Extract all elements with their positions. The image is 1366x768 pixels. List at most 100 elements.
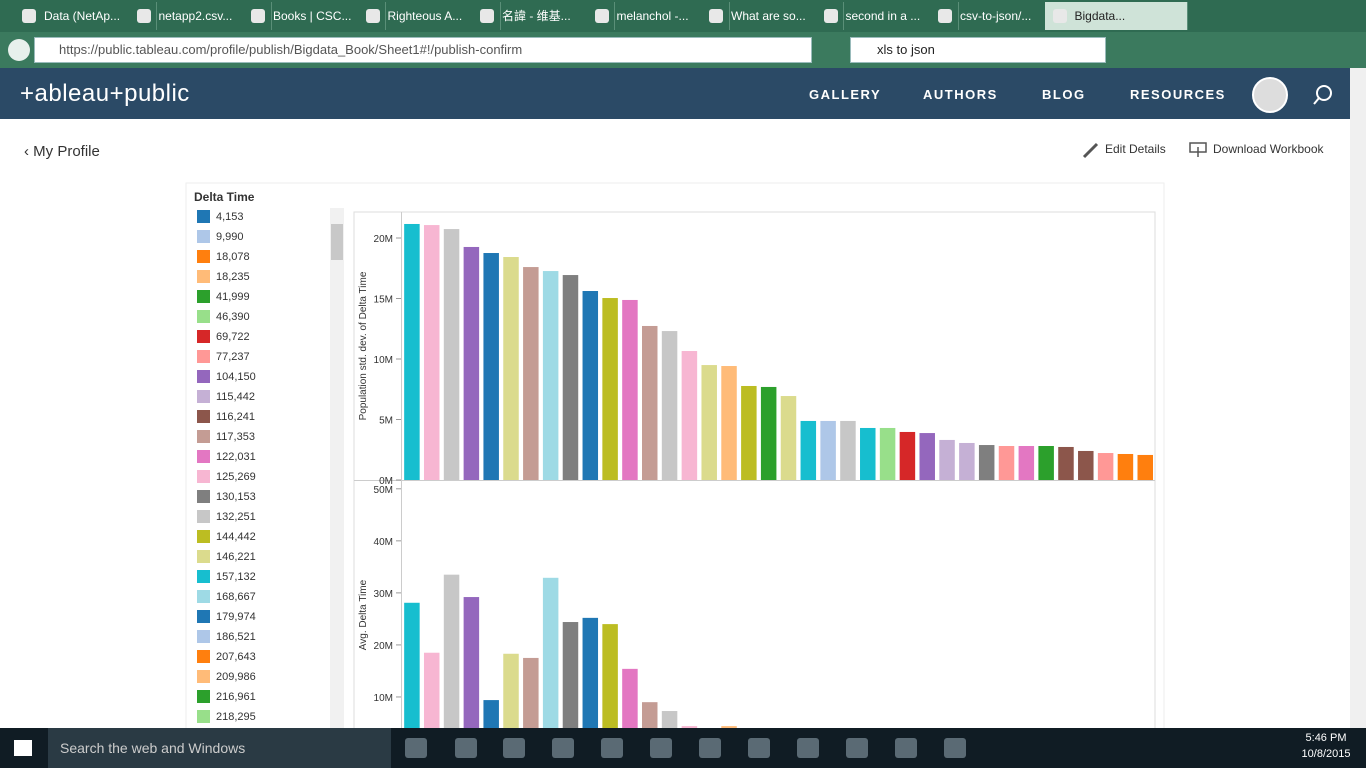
bar: [899, 431, 916, 480]
y-tick-label: 40M: [374, 537, 393, 548]
bar: [741, 385, 757, 480]
bar: [998, 446, 1015, 480]
taskbar-app[interactable]: [405, 738, 427, 758]
bar: [978, 445, 995, 480]
browser-tab[interactable]: Data (NetAp...: [14, 2, 157, 30]
logo[interactable]: +ableau+public: [20, 80, 190, 107]
bar: [404, 602, 420, 749]
browser-tab[interactable]: 名諱 - 维基...: [472, 2, 615, 30]
legend-scroll-thumb[interactable]: [331, 224, 343, 260]
site-nav: [0, 68, 1350, 119]
bar: [523, 657, 539, 749]
search-icon[interactable]: [1312, 84, 1334, 106]
bar: [542, 271, 559, 480]
taskbar-app[interactable]: [944, 738, 966, 758]
bar: [661, 331, 678, 480]
legend-swatch: [197, 570, 210, 583]
legend-label: 186,521: [216, 631, 256, 643]
search-box[interactable]: xls to json: [850, 37, 1106, 63]
tab-title: Books | CSC...: [273, 9, 352, 23]
bar: [760, 386, 777, 480]
bar: [1018, 446, 1035, 480]
legend-swatch: [197, 530, 210, 543]
browser-tab[interactable]: second in a ...: [816, 2, 959, 30]
legend-label: 132,251: [216, 511, 256, 523]
legend-label: 115,442: [216, 391, 255, 403]
legend-swatch: [197, 270, 210, 283]
address-bar[interactable]: https://public.tableau.com/profile/publi…: [34, 37, 812, 63]
taskbar-app[interactable]: [699, 738, 721, 758]
bar: [423, 652, 440, 749]
legend-swatch: [197, 210, 210, 223]
icon-shape: [1316, 85, 1332, 101]
back-link[interactable]: ‹ My Profile: [24, 143, 100, 160]
tab-title: 名諱 - 维基...: [502, 9, 571, 23]
legend-swatch: [197, 630, 210, 643]
taskbar-app[interactable]: [797, 738, 819, 758]
taskbar-app[interactable]: [601, 738, 623, 758]
legend-scrollbar[interactable]: [330, 208, 344, 748]
bar: [582, 291, 599, 480]
tab-title: melanchol -...: [616, 9, 689, 23]
y-tick-label: 15M: [374, 295, 393, 306]
legend-label: 4,153: [216, 211, 244, 223]
taskbar-app[interactable]: [748, 738, 770, 758]
legend-label: 179,974: [216, 611, 256, 623]
legend-label: 46,390: [216, 311, 250, 323]
tab-icon: [594, 9, 609, 23]
bar: [423, 225, 440, 480]
download-workbook[interactable]: Download Workbook: [1213, 142, 1324, 156]
browser-tab[interactable]: What are so...: [701, 2, 844, 30]
tab-icon: [938, 9, 952, 23]
bar: [1097, 453, 1114, 480]
y-tick-label: 50M: [374, 485, 393, 496]
bar: [463, 246, 480, 480]
legend-label: 168,667: [216, 591, 256, 603]
download-icon: [1189, 142, 1207, 157]
nav-link[interactable]: RESOURCES: [1130, 87, 1226, 102]
nav-link[interactable]: BLOG: [1042, 87, 1086, 102]
avatar[interactable]: [1252, 77, 1288, 113]
legend-swatch: [197, 430, 210, 443]
nav-link[interactable]: AUTHORS: [923, 87, 998, 102]
browser-tab[interactable]: Books | CSC...: [243, 2, 386, 30]
taskbar-app[interactable]: [650, 738, 672, 758]
taskbar-app[interactable]: [846, 738, 868, 758]
legend-swatch: [197, 370, 210, 383]
legend-label: 146,221: [216, 551, 256, 563]
tab-title: second in a ...: [845, 9, 921, 23]
legend-label: 18,078: [216, 251, 250, 263]
legend-swatch: [197, 470, 210, 483]
nav-link[interactable]: GALLERY: [809, 87, 882, 102]
browser-tab[interactable]: netapp2.csv...: [129, 2, 272, 30]
tab-icon: [251, 9, 265, 23]
bar: [483, 253, 499, 480]
bar: [503, 653, 519, 749]
bar: [1078, 450, 1094, 480]
bar: [602, 298, 618, 480]
clock-time: 5:46 PM: [1305, 732, 1347, 744]
browser-tab[interactable]: Bigdata...: [1044, 2, 1188, 30]
legend-swatch: [197, 550, 210, 563]
taskbar-search[interactable]: Search the web and Windows: [48, 728, 391, 768]
y-axis-title: Population std. dev. of Delta Time: [358, 271, 369, 420]
bar: [879, 427, 896, 480]
bar: [542, 577, 559, 749]
taskbar-app[interactable]: [895, 738, 917, 758]
back-button[interactable]: [8, 39, 30, 61]
bar: [622, 299, 638, 480]
page-scrollbar[interactable]: [1350, 68, 1366, 728]
browser-tab[interactable]: Righteous A...: [358, 2, 501, 30]
legend-swatch: [197, 350, 210, 363]
edit-details[interactable]: Edit Details: [1105, 142, 1166, 156]
browser-tab[interactable]: melanchol -...: [587, 2, 730, 30]
back-link-text: My Profile: [33, 143, 100, 160]
bar: [860, 427, 876, 480]
legend-label: 209,986: [216, 671, 256, 683]
taskbar-app[interactable]: [503, 738, 525, 758]
taskbar-app[interactable]: [455, 738, 477, 758]
start-button[interactable]: [14, 740, 32, 756]
legend-swatch: [197, 650, 210, 663]
taskbar-app[interactable]: [552, 738, 574, 758]
